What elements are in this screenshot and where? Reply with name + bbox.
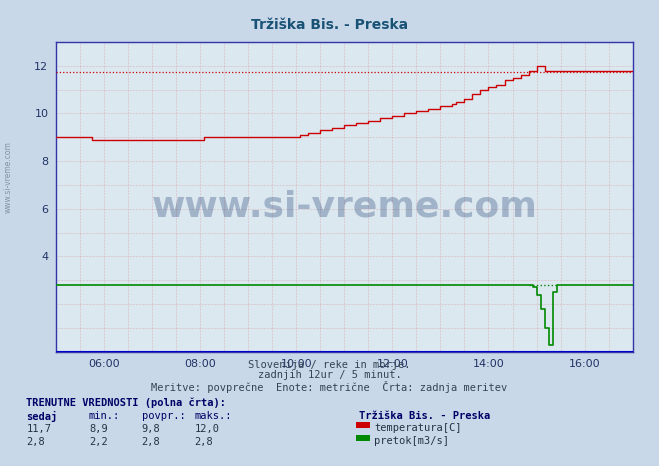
Text: povpr.:: povpr.:	[142, 411, 185, 421]
Text: maks.:: maks.:	[194, 411, 232, 421]
Text: 2,8: 2,8	[194, 437, 213, 447]
Text: 2,2: 2,2	[89, 437, 107, 447]
Text: TRENUTNE VREDNOSTI (polna črta):: TRENUTNE VREDNOSTI (polna črta):	[26, 397, 226, 408]
Text: sedaj: sedaj	[26, 411, 57, 422]
Text: Slovenija / reke in morje.: Slovenija / reke in morje.	[248, 360, 411, 370]
Text: 11,7: 11,7	[26, 424, 51, 434]
Text: www.si-vreme.com: www.si-vreme.com	[152, 189, 537, 223]
Text: Meritve: povprečne  Enote: metrične  Črta: zadnja meritev: Meritve: povprečne Enote: metrične Črta:…	[152, 381, 507, 393]
Text: 2,8: 2,8	[142, 437, 160, 447]
Text: 8,9: 8,9	[89, 424, 107, 434]
Text: 9,8: 9,8	[142, 424, 160, 434]
Text: Tržiška Bis. - Preska: Tržiška Bis. - Preska	[359, 411, 490, 421]
Text: www.si-vreme.com: www.si-vreme.com	[3, 141, 13, 213]
Text: zadnjih 12ur / 5 minut.: zadnjih 12ur / 5 minut.	[258, 370, 401, 380]
Text: temperatura[C]: temperatura[C]	[374, 423, 462, 432]
Text: min.:: min.:	[89, 411, 120, 421]
Text: 2,8: 2,8	[26, 437, 45, 447]
Text: Tržiška Bis. - Preska: Tržiška Bis. - Preska	[251, 18, 408, 32]
Text: 12,0: 12,0	[194, 424, 219, 434]
Text: pretok[m3/s]: pretok[m3/s]	[374, 436, 449, 445]
